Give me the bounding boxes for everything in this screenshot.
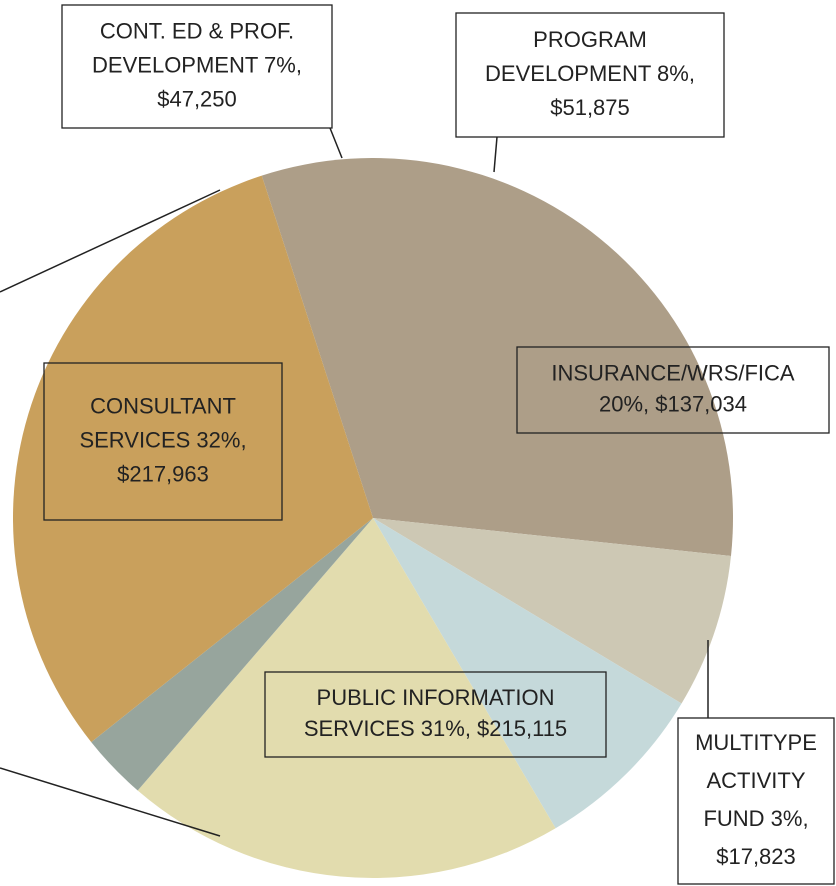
data-label: PUBLIC INFORMATION — [317, 685, 555, 710]
leader-line — [329, 127, 343, 159]
data-label: $217,963 — [117, 461, 209, 486]
data-label: CONT. ED & PROF. — [100, 18, 294, 43]
data-label: $17,823 — [716, 844, 796, 869]
label-box — [43, 362, 283, 521]
data-label: FUND 3%, — [703, 806, 808, 831]
data-label: DEVELOPMENT 7%, — [92, 52, 302, 77]
pie — [12, 158, 733, 878]
label-box — [516, 346, 830, 434]
data-label: MULTITYPE — [695, 730, 817, 755]
pie-slice — [373, 518, 731, 704]
data-label: SERVICES 32%, — [79, 427, 246, 452]
leader-line — [0, 189, 221, 293]
leader-line — [0, 767, 221, 837]
data-label: INSURANCE/WRS/FICA — [551, 360, 795, 385]
data-label: ACTIVITY — [706, 768, 805, 793]
label-box — [677, 717, 835, 885]
data-label: $47,250 — [157, 86, 237, 111]
label-box — [264, 671, 607, 758]
data-label: PROGRAM — [533, 27, 647, 52]
pie-slice — [373, 518, 682, 829]
pie-slice — [91, 518, 373, 791]
leader-line — [493, 136, 498, 173]
pie-slice — [261, 158, 733, 557]
label-box — [61, 4, 333, 129]
data-label: 20%, $137,034 — [599, 391, 747, 416]
pie-slice — [137, 518, 556, 878]
data-label: CONSULTANT — [90, 393, 236, 418]
label-box — [455, 12, 725, 138]
data-label: $51,875 — [550, 95, 630, 120]
labels: CONSULTANT SERVICES 32%, $217,963 CONT. ED … — [43, 4, 835, 885]
pie-slice — [12, 175, 373, 743]
data-label: SERVICES 31%, $215,115 — [304, 716, 567, 741]
data-label: DEVELOPMENT 8%, — [485, 61, 695, 86]
